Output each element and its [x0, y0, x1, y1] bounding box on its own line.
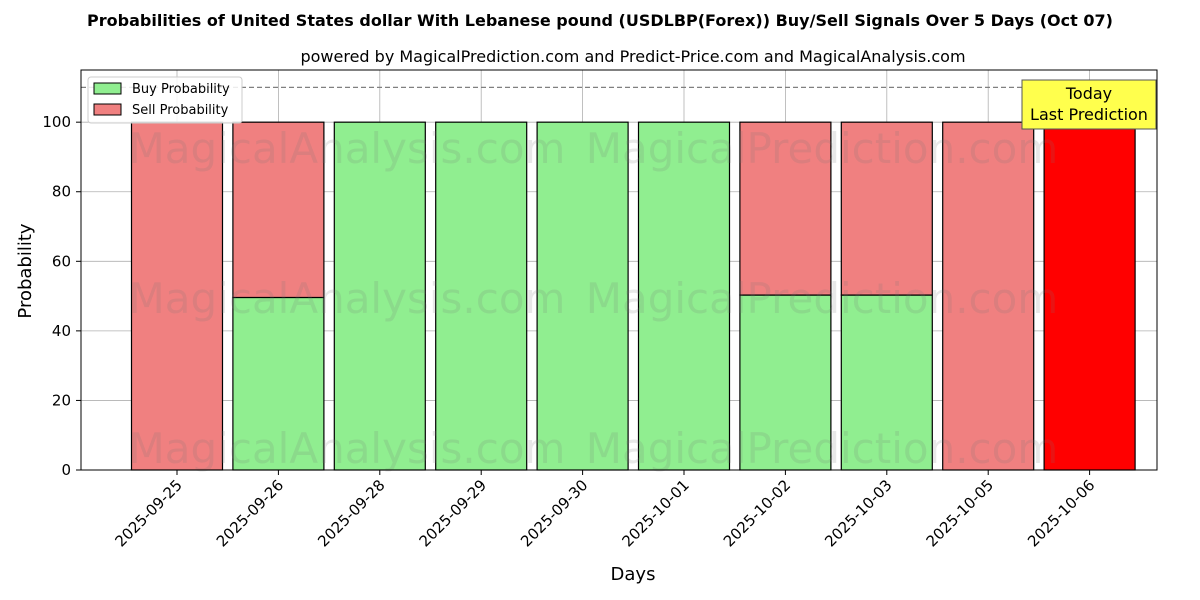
x-tick-label: 2025-10-02 — [720, 476, 794, 550]
buy-bar-2025-09-30 — [536, 121, 629, 471]
x-axis-ticks: 2025-09-25 2025-09-26 2025-09-28 2025-09-29… — [111, 470, 1098, 550]
y-tick-label: 80 — [52, 183, 71, 201]
watermark-text: MagicalPrediction.com — [586, 124, 1059, 173]
watermarks: MagicalAnalysis.com MagicalPrediction.com… — [129, 124, 1059, 473]
y-tick-label: 60 — [52, 252, 71, 270]
y-tick-label: 100 — [42, 113, 71, 131]
legend-label: Sell Probability — [132, 103, 229, 118]
sell-bar-2025-10-02 — [739, 121, 832, 296]
sell-bar-2025-09-25 — [130, 121, 224, 471]
buy-bar-2025-09-29 — [435, 121, 528, 471]
x-tick-label: 2025-09-29 — [416, 476, 490, 550]
x-tick-label: 2025-09-30 — [517, 476, 591, 550]
x-tick-label: 2025-10-03 — [821, 476, 895, 550]
watermark-text: MagicalPrediction.com — [586, 274, 1059, 323]
sell-bar-2025-10-05 — [942, 121, 1035, 471]
x-tick-label: 2025-10-05 — [923, 476, 997, 550]
chart-title: Probabilities of United States dollar Wi… — [87, 11, 1113, 30]
today-annotation: Today Last Prediction — [1021, 79, 1157, 130]
annotation-box — [1021, 79, 1157, 130]
x-tick-label: 2025-10-06 — [1024, 476, 1098, 550]
annotation-text: Last Prediction — [1030, 105, 1148, 124]
watermark-text: MagicalAnalysis.com — [129, 424, 566, 473]
sell-bar-2025-10-06 — [1043, 121, 1136, 471]
y-tick-label: 0 — [61, 461, 71, 479]
x-axis-label: Days — [611, 564, 656, 585]
x-tick-label: 2025-09-26 — [213, 476, 287, 550]
legend-swatch — [93, 82, 122, 95]
bars — [130, 121, 1136, 471]
watermark-text: MagicalAnalysis.com — [129, 274, 566, 323]
buy-bar-2025-09-28 — [333, 121, 426, 471]
plot-frame — [80, 69, 1158, 471]
legend-box — [87, 76, 243, 124]
watermark-text: MagicalPrediction.com — [586, 424, 1059, 473]
y-tick-label: 20 — [52, 391, 71, 409]
chart-subtitle: powered by MagicalPrediction.com and Pre… — [300, 47, 965, 66]
annotation-text: Today — [1065, 84, 1112, 103]
watermark-text: MagicalAnalysis.com — [129, 124, 566, 173]
sell-bar-2025-10-03 — [840, 121, 933, 296]
y-axis-ticks: 0 20 40 60 80 100 — [42, 113, 81, 479]
legend: Buy Probability Sell Probability — [87, 76, 243, 124]
y-tick-label: 40 — [52, 322, 71, 340]
x-tick-label: 2025-10-01 — [618, 476, 692, 550]
buy-bar-2025-10-03 — [840, 294, 933, 471]
legend-label: Buy Probability — [132, 82, 230, 97]
sell-bar-2025-09-26 — [232, 121, 325, 299]
y-axis-label: Probability — [15, 223, 36, 318]
legend-swatch — [93, 103, 122, 116]
x-tick-label: 2025-09-28 — [314, 476, 388, 550]
buy-bar-2025-10-01 — [637, 121, 731, 471]
x-tick-label: 2025-09-25 — [111, 476, 185, 550]
